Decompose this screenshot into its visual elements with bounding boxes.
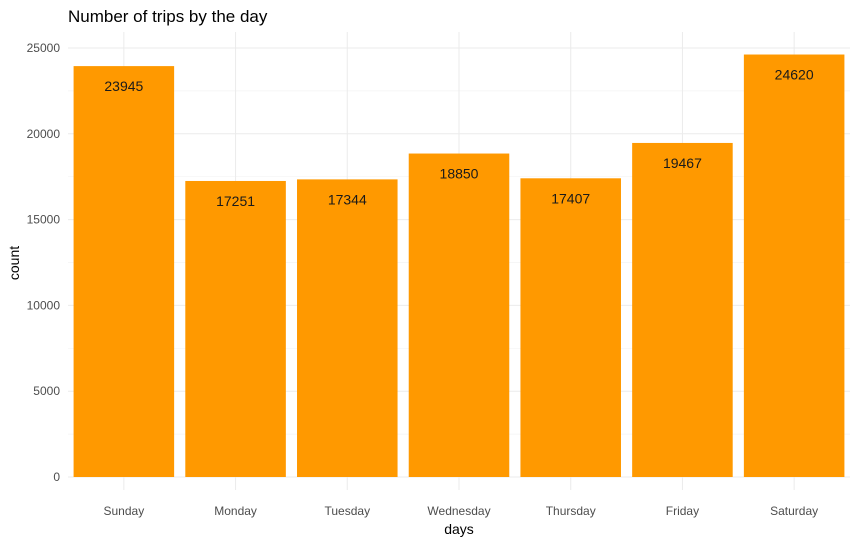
data-label: 19467 bbox=[663, 155, 702, 171]
x-tick-label: Sunday bbox=[104, 504, 145, 518]
x-tick-label: Saturday bbox=[770, 504, 818, 518]
y-tick-label: 25000 bbox=[27, 41, 61, 55]
bars bbox=[73, 54, 845, 478]
y-axis-ticks: 0 5000 10000 15000 20000 25000 bbox=[27, 41, 61, 484]
y-tick-label: 15000 bbox=[27, 213, 61, 227]
y-tick-label: 20000 bbox=[27, 127, 61, 141]
x-tick-label: Monday bbox=[214, 504, 257, 518]
bar bbox=[408, 153, 510, 477]
x-tick-label: Wednesday bbox=[427, 504, 490, 518]
x-axis-ticks: Sunday Monday Tuesday Wednesday Thursday Frid… bbox=[104, 504, 819, 518]
chart-title: Number of trips by the day bbox=[68, 7, 268, 26]
data-label: 23945 bbox=[104, 78, 143, 94]
bar bbox=[297, 179, 398, 477]
data-labels: 23945 17251 17344 18850 17407 19467 24620 bbox=[104, 67, 813, 209]
data-label: 18850 bbox=[440, 166, 479, 182]
data-label: 17344 bbox=[328, 191, 367, 207]
bar bbox=[73, 66, 175, 478]
y-tick-label: 0 bbox=[53, 470, 60, 484]
bar bbox=[520, 178, 621, 477]
x-tick-label: Thursday bbox=[546, 504, 596, 518]
data-label: 17251 bbox=[216, 193, 255, 209]
data-label: 24620 bbox=[775, 67, 814, 83]
y-tick-label: 10000 bbox=[27, 298, 61, 312]
y-axis-title: count bbox=[6, 246, 22, 280]
bar bbox=[743, 54, 845, 477]
bar bbox=[185, 180, 286, 477]
bar bbox=[632, 142, 733, 477]
data-label: 17407 bbox=[551, 190, 590, 206]
x-tick-label: Tuesday bbox=[324, 504, 370, 518]
x-axis-title: days bbox=[444, 521, 474, 537]
x-tick-label: Friday bbox=[666, 504, 699, 518]
y-tick-label: 5000 bbox=[33, 384, 60, 398]
